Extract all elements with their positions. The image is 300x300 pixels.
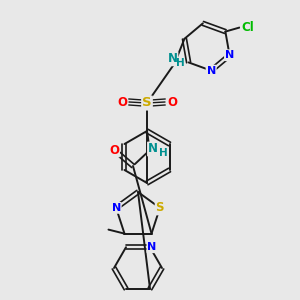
Text: N: N xyxy=(147,242,157,252)
Text: S: S xyxy=(142,97,152,110)
Text: O: O xyxy=(167,95,177,109)
Text: S: S xyxy=(156,201,164,214)
Text: O: O xyxy=(117,95,127,109)
Text: H: H xyxy=(159,148,167,158)
Text: N: N xyxy=(206,66,216,76)
Text: N: N xyxy=(167,52,177,65)
Text: H: H xyxy=(176,58,185,68)
Text: N: N xyxy=(112,203,121,213)
Text: O: O xyxy=(109,143,119,157)
Text: Cl: Cl xyxy=(241,21,254,34)
Text: N: N xyxy=(148,142,158,155)
Text: N: N xyxy=(225,50,234,60)
